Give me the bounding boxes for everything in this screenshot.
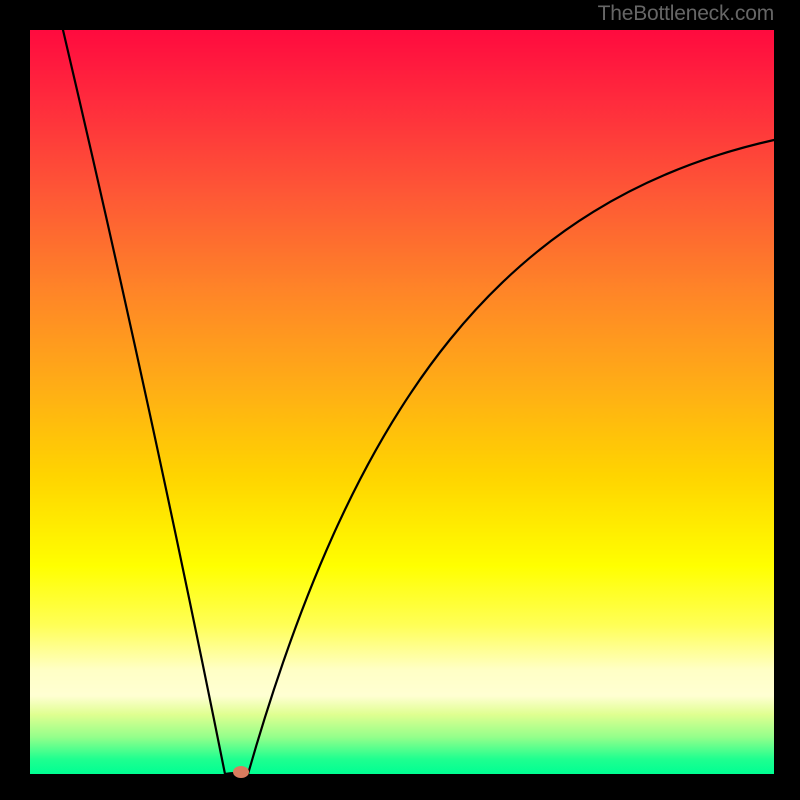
bottleneck-curve — [30, 30, 774, 774]
curve-path — [63, 30, 774, 774]
watermark-text: TheBottleneck.com — [598, 2, 774, 26]
optimal-point-marker — [233, 766, 249, 778]
plot-area — [30, 30, 774, 774]
